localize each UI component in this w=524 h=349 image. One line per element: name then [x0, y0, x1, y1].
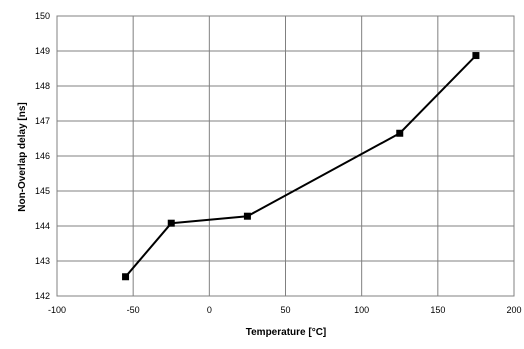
y-axis-title: Non-Overlap delay [ns] [17, 102, 28, 211]
y-tick-label: 148 [35, 81, 50, 91]
series-line [124, 54, 477, 278]
plot-area-frame [56, 15, 515, 297]
y-tick-label: 147 [35, 116, 50, 126]
x-tick-label: 0 [207, 305, 212, 315]
y-tick-label: 144 [35, 221, 50, 231]
data-point-marker [396, 129, 404, 137]
x-tick-label: 200 [506, 305, 521, 315]
y-tick-label: 143 [35, 256, 50, 266]
x-axis-ticks: -100 -50 0 50 100 150 200 [48, 305, 522, 315]
y-tick-label: 142 [35, 291, 50, 301]
y-tick-label: 145 [35, 186, 50, 196]
x-tick-label: 150 [430, 305, 445, 315]
data-point-marker [472, 52, 480, 60]
data-point-marker [243, 212, 251, 220]
y-tick-label: 150 [35, 11, 50, 21]
y-tick-label: 149 [35, 46, 50, 56]
data-point-marker [167, 219, 175, 227]
y-axis-ticks: 142 143 144 145 146 147 148 149 150 [35, 11, 50, 301]
x-axis-title: Temperature [°C] [246, 327, 327, 338]
x-tick-label: 100 [354, 305, 369, 315]
y-tick-label: 146 [35, 151, 50, 161]
x-tick-label: 50 [280, 305, 290, 315]
x-tick-label: -50 [127, 305, 140, 315]
grid [57, 16, 514, 296]
series-layer [122, 52, 480, 281]
data-point-marker [122, 273, 130, 281]
x-tick-label: -100 [48, 305, 66, 315]
